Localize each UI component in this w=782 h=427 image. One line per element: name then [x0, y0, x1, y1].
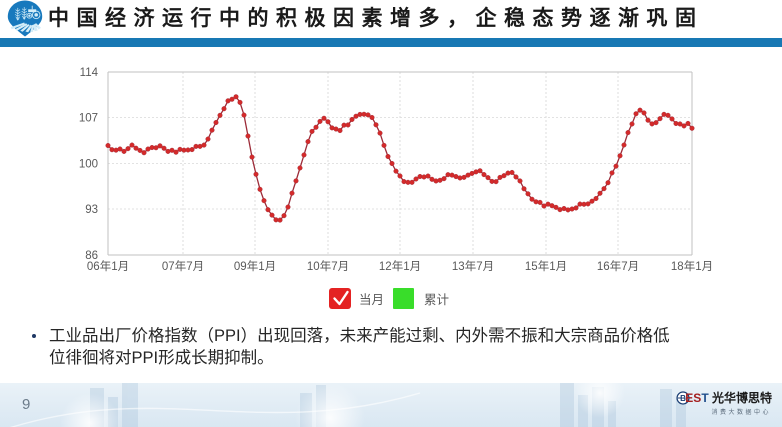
svg-text:93: 93 — [85, 204, 98, 216]
svg-text:114: 114 — [80, 67, 99, 79]
svg-text:累计: 累计 — [424, 293, 449, 307]
svg-text:18年1月: 18年1月 — [671, 259, 713, 273]
svg-text:09年1月: 09年1月 — [234, 259, 276, 273]
svg-text:12年1月: 12年1月 — [379, 259, 421, 273]
svg-text:16年7月: 16年7月 — [597, 259, 639, 273]
svg-text:107: 107 — [79, 113, 98, 125]
svg-text:100: 100 — [79, 159, 98, 171]
svg-text:13年7月: 13年7月 — [452, 259, 494, 273]
svg-text:当月: 当月 — [359, 293, 384, 307]
svg-text:15年1月: 15年1月 — [525, 259, 567, 273]
svg-text:10年7月: 10年7月 — [307, 259, 349, 273]
svg-text:06年1月: 06年1月 — [87, 259, 129, 273]
svg-text:07年7月: 07年7月 — [162, 259, 204, 273]
